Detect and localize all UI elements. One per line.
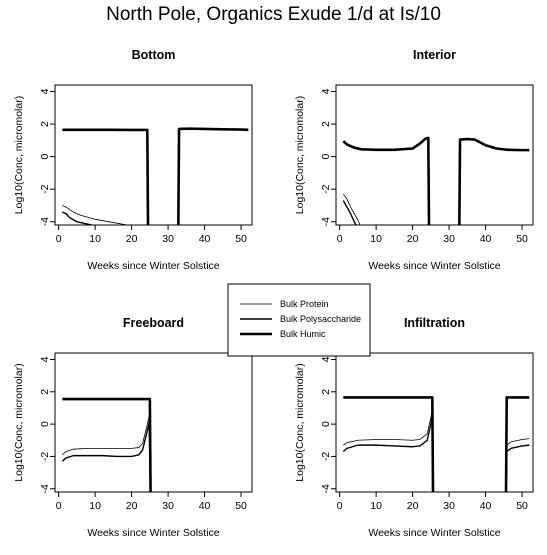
- legend-label-bulk-protein: Bulk Protein: [280, 299, 329, 309]
- x-tick-label: 30: [443, 233, 455, 245]
- series-line-bulk-protein: [62, 205, 130, 225]
- x-axis-label: Weeks since Winter Solstice: [368, 527, 500, 539]
- x-tick-label: 50: [235, 233, 247, 245]
- y-tick-label: -4: [39, 484, 51, 493]
- y-tick-label: -2: [320, 452, 332, 461]
- legend-label-bulk-polysaccharide: Bulk Polysaccharide: [280, 314, 361, 324]
- x-tick-label: 40: [480, 233, 492, 245]
- plot-frame: [335, 352, 534, 493]
- x-tick-label: 40: [199, 233, 211, 245]
- y-tick-label: 2: [39, 121, 51, 127]
- series-line-bulk-polysaccharide: [61, 421, 152, 492]
- x-axis-label: Weeks since Winter Solstice: [368, 260, 500, 272]
- x-axis-label: Weeks since Winter Solstice: [87, 527, 219, 539]
- x-tick-label: 10: [370, 233, 382, 245]
- series-line-bulk-humic: [62, 397, 152, 492]
- y-tick-label: 2: [320, 389, 332, 395]
- y-tick-label: 2: [39, 389, 51, 395]
- x-tick-label: 10: [89, 500, 101, 512]
- legend-label-bulk-humic: Bulk Humic: [280, 329, 326, 339]
- plot-frame: [335, 84, 534, 226]
- x-tick-label: 30: [162, 500, 174, 512]
- x-tick-label: 10: [370, 500, 382, 512]
- panel-title: Infiltration: [404, 316, 465, 330]
- x-tick-label: 0: [337, 233, 343, 245]
- panel-interior: Interior 0 10 20 30 40 50 -4 -2 0 2 4 Weeks since Wi…: [294, 48, 534, 272]
- x-tick-label: 30: [162, 233, 174, 245]
- y-axis-label: Log10(Conc, micromolar): [13, 96, 25, 214]
- y-axis-label: Log10(Conc, micromolar): [13, 363, 25, 481]
- legend: Bulk Protein Bulk Polysaccharide Bulk Humi…: [227, 283, 371, 357]
- x-tick-label: 0: [337, 500, 343, 512]
- x-tick-label: 0: [56, 233, 62, 245]
- x-tick-label: 20: [126, 233, 138, 245]
- series-line-bulk-polysaccharide: [62, 211, 95, 225]
- series-line-bulk-protein: [342, 193, 361, 225]
- y-tick-label: 4: [39, 356, 51, 362]
- y-tick-label: -4: [320, 484, 332, 493]
- series-line-bulk-protein: [343, 409, 530, 492]
- series-line-bulk-humic: [342, 136, 530, 225]
- y-tick-label: 4: [320, 88, 332, 94]
- x-tick-label: 50: [516, 500, 528, 512]
- series-group: [342, 396, 530, 492]
- plot-frame: [54, 84, 253, 226]
- y-axis-label: Log10(Conc, micromolar): [294, 96, 306, 214]
- x-axis-label: Weeks since Winter Solstice: [87, 260, 219, 272]
- y-tick-label: 0: [39, 154, 51, 160]
- y-tick-label: -4: [39, 217, 51, 226]
- y-tick-label: -2: [39, 452, 51, 461]
- legend-box: [227, 283, 371, 357]
- y-tick-label: -2: [39, 184, 51, 193]
- y-tick-label: 4: [39, 88, 51, 94]
- x-tick-label: 20: [407, 500, 419, 512]
- x-tick-label: 40: [199, 500, 211, 512]
- series-group: [342, 136, 530, 225]
- plot-frame: [54, 352, 253, 493]
- y-axis-label: Log10(Conc, micromolar): [294, 363, 306, 481]
- series-group: [62, 127, 249, 225]
- x-tick-label: 20: [126, 500, 138, 512]
- panel-title: Interior: [413, 48, 456, 62]
- x-tick-label: 10: [89, 233, 101, 245]
- panel-title: Bottom: [132, 48, 176, 62]
- y-tick-label: 4: [320, 356, 332, 362]
- x-tick-label: 30: [443, 500, 455, 512]
- panel-infiltration: Infiltration 0 10 20 30 40 50 -4 -2 0 2 4 Weeks sinc…: [294, 316, 534, 539]
- x-tick-label: 40: [480, 500, 492, 512]
- series-line-bulk-polysaccharide: [342, 200, 357, 225]
- series-line-bulk-polysaccharide: [342, 413, 530, 492]
- x-tick-label: 0: [56, 500, 62, 512]
- panel-freeboard: Freeboard 0 10 20 30 40 50 -4 -2 0 2 4 Weeks since W…: [13, 316, 253, 539]
- series-group: [61, 397, 152, 492]
- y-tick-label: 0: [39, 421, 51, 427]
- y-tick-label: -4: [320, 217, 332, 226]
- x-tick-label: 20: [407, 233, 419, 245]
- y-tick-label: -2: [320, 184, 332, 193]
- main-title: North Pole, Organics Exude 1/d at Is/10: [106, 4, 441, 25]
- y-tick-label: 2: [320, 121, 332, 127]
- panel-bottom: Bottom 0 10 20 30 40 50 -4 -2 0 2 4 Weeks since Wint…: [13, 48, 253, 272]
- y-tick-label: 0: [320, 154, 332, 160]
- panel-title: Freeboard: [123, 316, 184, 330]
- y-tick-label: 0: [320, 421, 332, 427]
- x-tick-label: 50: [516, 233, 528, 245]
- x-tick-label: 50: [235, 500, 247, 512]
- series-line-bulk-humic: [62, 127, 249, 225]
- series-line-bulk-protein: [62, 415, 151, 492]
- series-line-bulk-humic: [343, 396, 530, 492]
